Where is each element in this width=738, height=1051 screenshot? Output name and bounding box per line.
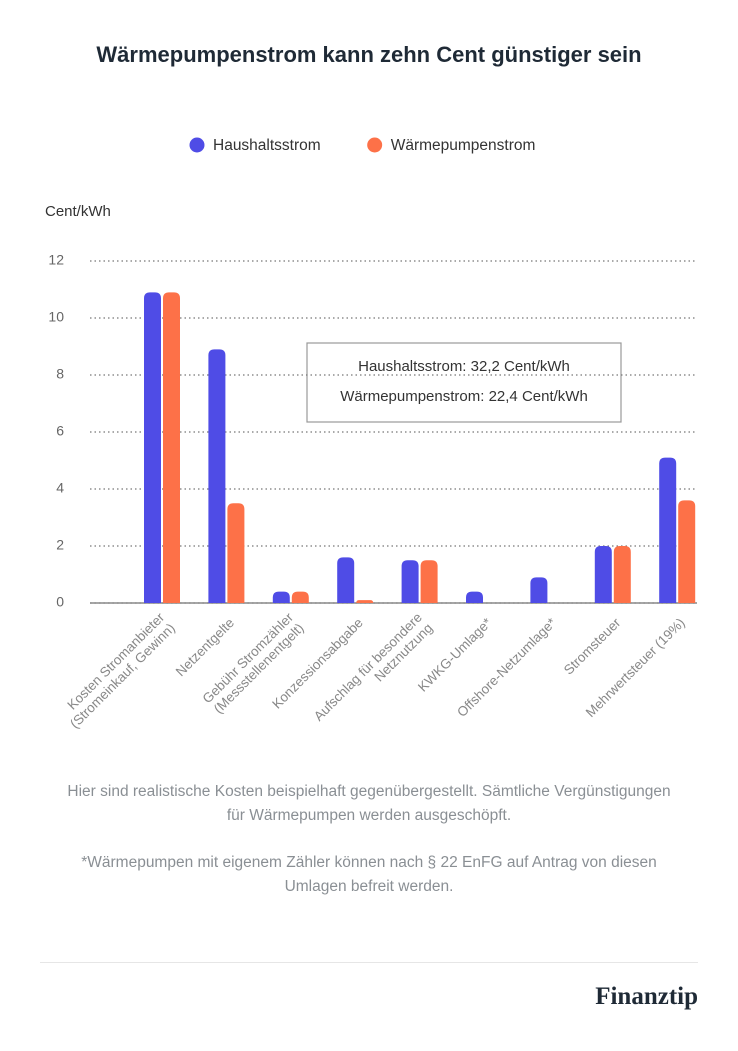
legend-label: Haushaltsstrom: [213, 137, 321, 154]
y-tick-label: 4: [56, 480, 64, 496]
separator: [40, 962, 698, 963]
x-tick-label: Kosten Stromanbieter: [64, 609, 167, 712]
x-tick-label: Aufschlag für besondere: [311, 610, 425, 724]
x-tick-label-group: Kosten Stromanbieter(Stromeinkauf, Gewin…: [64, 609, 178, 731]
bar: [337, 557, 355, 603]
note: *Wärmepumpen mit eigenem Zähler können n…: [81, 854, 657, 895]
legend-marker: [367, 137, 383, 153]
note: Hier sind realistische Kosten beispielha…: [67, 783, 671, 824]
annotation: Haushaltsstrom: 32,2 Cent/kWh: [358, 358, 570, 375]
y-tick-label: 6: [56, 423, 64, 439]
bar: [227, 503, 245, 603]
bar: [530, 577, 548, 603]
bar: [401, 560, 419, 603]
y-tick-label: 2: [56, 537, 64, 553]
y-axis-label: Cent/kWh: [45, 203, 111, 220]
bar: [678, 500, 696, 603]
bar: [272, 591, 290, 603]
bar: [163, 292, 180, 603]
bar: [466, 591, 483, 603]
bar: [594, 546, 612, 603]
y-tick-label: 0: [56, 594, 64, 610]
legend-label: Wärmepumpenstrom: [391, 137, 536, 154]
bar: [613, 546, 631, 603]
x-tick-label-group: Stromsteuer: [561, 615, 624, 678]
y-tick-label: 12: [48, 252, 64, 268]
logo: Finanztip: [595, 983, 698, 1010]
legend-marker: [189, 137, 205, 153]
annotation: Wärmepumpenstrom: 22,4 Cent/kWh: [340, 388, 588, 405]
annotation-box: [306, 342, 622, 423]
bar: [144, 292, 161, 603]
y-tick-label: 8: [56, 366, 64, 382]
y-tick-label: 10: [48, 309, 64, 325]
x-tick-label: (Stromeinkauf, Gewinn): [67, 620, 178, 731]
chart-title: Wärmepumpenstrom kann zehn Cent günstige…: [96, 42, 641, 67]
bar: [291, 591, 309, 603]
bar: [208, 349, 226, 603]
chart: Wärmepumpenstrom kann zehn Cent günstige…: [45, 42, 697, 731]
bar: [420, 560, 438, 603]
bar: [659, 457, 677, 603]
bar: [356, 600, 374, 603]
x-tick-label: Stromsteuer: [561, 615, 624, 678]
